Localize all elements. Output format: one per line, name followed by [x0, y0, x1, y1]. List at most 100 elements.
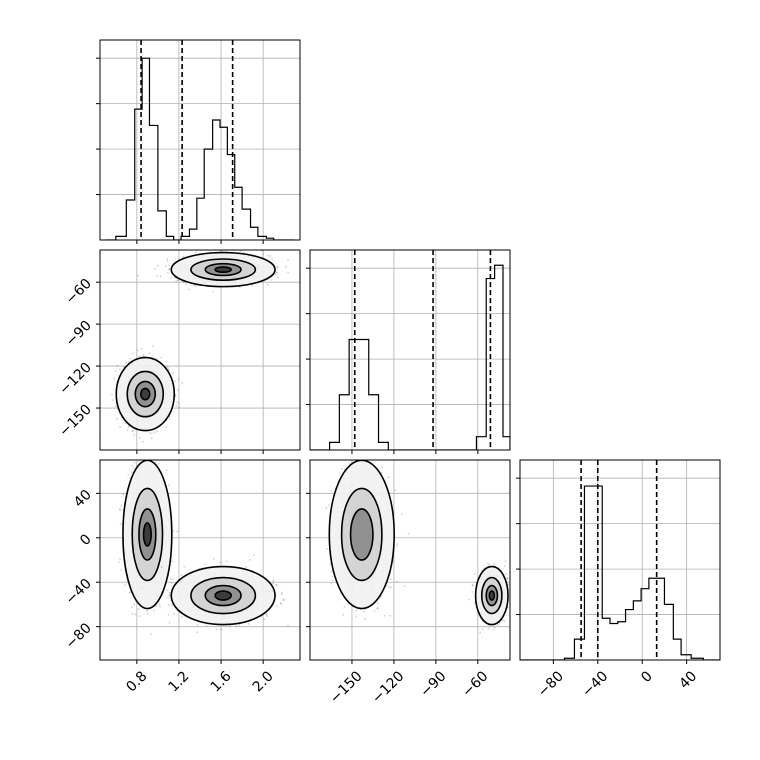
scatter-point [165, 469, 168, 472]
scatter-point [138, 436, 141, 439]
scatter-point [138, 355, 141, 358]
scatter-point [280, 593, 283, 596]
scatter-point [152, 609, 155, 612]
scatter-point [127, 473, 130, 476]
scatter-point [119, 509, 122, 512]
scatter-point [157, 453, 159, 455]
scatter-point [168, 484, 171, 487]
scatter-point [275, 271, 278, 273]
hist-bar [626, 610, 634, 660]
scatter-point [261, 253, 264, 256]
hist-bar [369, 395, 379, 450]
hist-bar [126, 200, 134, 240]
scatter-point [119, 523, 122, 525]
scatter-point [138, 615, 141, 618]
scatter-point [149, 457, 151, 459]
scatter-layer [118, 442, 289, 636]
scatter-point [175, 404, 178, 407]
scatter-point [280, 602, 283, 605]
scatter-point [133, 461, 136, 464]
scatter-point [164, 265, 167, 268]
scatter-point [168, 268, 171, 271]
hist-bar [633, 601, 641, 660]
scatter-point [148, 432, 151, 434]
scatter-point [266, 615, 269, 618]
hist-bar [189, 229, 196, 240]
scatter-point [172, 530, 174, 532]
scatter-point [167, 367, 169, 369]
panel-scatter-xy [99, 249, 301, 451]
scatter-point [113, 377, 116, 380]
density-contour [139, 387, 151, 401]
scatter-point [170, 582, 173, 585]
scatter-point [287, 624, 289, 627]
scatter-point [150, 437, 153, 440]
scatter-point [168, 268, 170, 271]
scatter-point [136, 349, 139, 352]
scatter-point [127, 426, 130, 429]
scatter-point [170, 277, 173, 280]
scatter-point [133, 433, 136, 436]
scatter-point [144, 458, 146, 460]
scatter-point [167, 368, 170, 371]
hist-bar [574, 639, 584, 660]
scatter-point [155, 605, 158, 608]
scatter-point [182, 255, 185, 258]
hist-step-outline [105, 57, 295, 240]
scatter-point [177, 279, 180, 282]
scatter-point [168, 415, 171, 418]
panel-frame [519, 459, 721, 661]
scatter-point [167, 597, 169, 599]
scatter-point [126, 429, 129, 431]
scatter-point [168, 264, 171, 267]
scatter-point [116, 364, 119, 367]
scatter-point [171, 372, 174, 374]
hist-bar [610, 623, 618, 660]
scatter-point [287, 271, 289, 274]
scatter-point [271, 258, 274, 261]
scatter-point [178, 406, 180, 408]
scatter-point [269, 255, 272, 258]
hist-bar [235, 187, 242, 240]
scatter-point [118, 561, 120, 563]
scatter-point [131, 430, 133, 433]
scatter-point [176, 530, 179, 533]
scatter-point [114, 370, 117, 373]
panel-hist-y [306, 249, 511, 451]
scatter-point [177, 402, 180, 405]
scatter-point [141, 355, 144, 358]
scatter-point [140, 442, 142, 444]
scatter-point [174, 394, 177, 397]
hist-bar [673, 639, 681, 660]
hist-bar [649, 578, 657, 660]
hist-bar [618, 622, 626, 660]
scatter-point [285, 266, 287, 268]
scatter-point [239, 250, 242, 252]
hist-bar [681, 655, 691, 660]
hist-bar [158, 211, 166, 240]
panel-hist-z [516, 459, 721, 661]
scatter-point [168, 418, 171, 420]
scatter-point [175, 279, 178, 282]
hist-bar [197, 198, 204, 240]
scatter-point [148, 352, 151, 355]
scatter-point [118, 508, 121, 511]
scatter-point [140, 347, 143, 350]
scatter-point [115, 417, 118, 420]
panel-scatter-xz [99, 442, 301, 661]
hist-bar [584, 486, 593, 660]
scatter-point [133, 603, 135, 606]
scatter-point [184, 283, 187, 285]
scatter-point [114, 405, 117, 408]
scatter-point [122, 493, 125, 496]
scatter-point [276, 271, 278, 274]
scatter-point [274, 273, 277, 276]
scatter-point [157, 456, 159, 458]
scatter-point [152, 345, 154, 347]
scatter-point [130, 471, 133, 474]
scatter-point [287, 259, 289, 261]
scatter-point [195, 285, 197, 288]
scatter-point [177, 378, 180, 381]
scatter-point [120, 568, 123, 571]
hist-bar [379, 442, 389, 450]
